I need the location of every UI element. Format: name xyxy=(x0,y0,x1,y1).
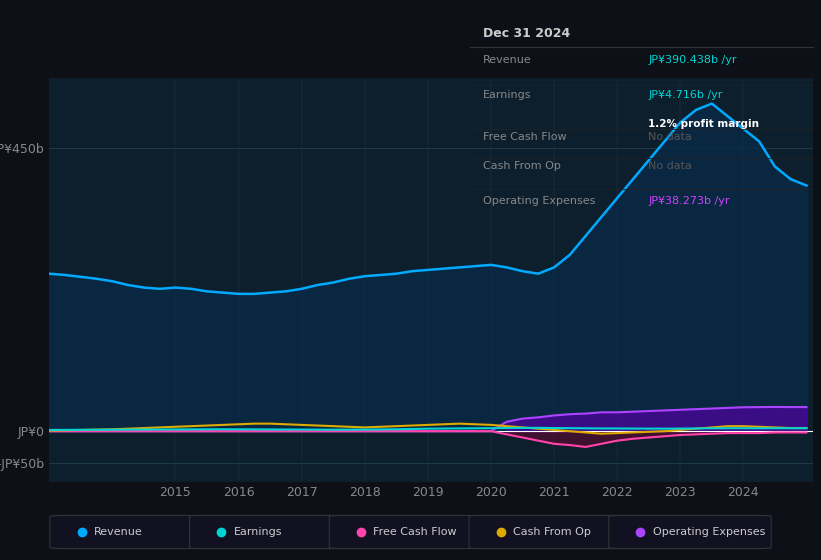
Text: JP¥4.716b /yr: JP¥4.716b /yr xyxy=(648,90,722,100)
Text: Free Cash Flow: Free Cash Flow xyxy=(484,132,567,142)
Text: Dec 31 2024: Dec 31 2024 xyxy=(484,27,571,40)
FancyBboxPatch shape xyxy=(469,515,631,549)
Text: Cash From Op: Cash From Op xyxy=(513,527,591,537)
Text: Cash From Op: Cash From Op xyxy=(484,161,562,171)
Text: Operating Expenses: Operating Expenses xyxy=(484,196,596,206)
Text: Operating Expenses: Operating Expenses xyxy=(653,527,765,537)
Text: Revenue: Revenue xyxy=(484,55,532,65)
Text: Earnings: Earnings xyxy=(484,90,532,100)
Text: No data: No data xyxy=(648,161,692,171)
Text: Free Cash Flow: Free Cash Flow xyxy=(373,527,456,537)
FancyBboxPatch shape xyxy=(50,515,212,549)
Text: Revenue: Revenue xyxy=(94,527,142,537)
FancyBboxPatch shape xyxy=(609,515,771,549)
Text: JP¥390.438b /yr: JP¥390.438b /yr xyxy=(648,55,736,65)
FancyBboxPatch shape xyxy=(190,515,352,549)
Text: Earnings: Earnings xyxy=(233,527,282,537)
FancyBboxPatch shape xyxy=(329,515,492,549)
Text: JP¥38.273b /yr: JP¥38.273b /yr xyxy=(648,196,730,206)
Text: No data: No data xyxy=(648,132,692,142)
Text: 1.2% profit margin: 1.2% profit margin xyxy=(648,119,759,129)
